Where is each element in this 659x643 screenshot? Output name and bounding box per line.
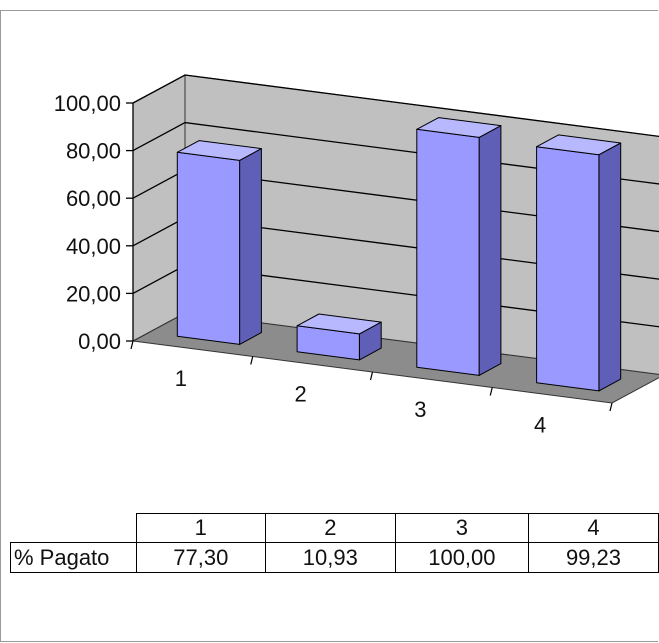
table-row-label: % Pagato xyxy=(10,542,137,573)
x-tick-label: 2 xyxy=(295,381,307,406)
table-corner-cell xyxy=(10,513,137,543)
x-tick xyxy=(609,402,613,412)
bar-top-face xyxy=(296,313,382,335)
bar-side-face xyxy=(239,148,262,345)
table-header-cell: 1 xyxy=(135,513,266,543)
x-tick-label: 3 xyxy=(414,397,426,422)
x-tick xyxy=(130,340,134,350)
bar-front-face xyxy=(176,151,241,345)
x-tick-label: 4 xyxy=(534,412,546,437)
bar-3 xyxy=(416,117,502,376)
table-header-cell: 2 xyxy=(264,513,396,543)
x-tick xyxy=(489,387,493,396)
y-tick-label: 40,00 xyxy=(66,234,121,259)
bar-top-face xyxy=(416,117,502,138)
table-cell: 100,00 xyxy=(394,542,529,573)
gridline xyxy=(132,121,659,185)
x-tick-label: 1 xyxy=(175,366,187,391)
y-tick-label: 20,00 xyxy=(66,281,121,306)
bar-side-face xyxy=(598,142,622,392)
bar-side-face xyxy=(478,125,502,376)
table-cell: 10,93 xyxy=(264,542,396,573)
y-tick-label: 100,00 xyxy=(54,91,121,116)
bar-top-face xyxy=(176,140,262,161)
bar-4 xyxy=(536,134,622,392)
bar-front-face xyxy=(416,128,480,376)
gridline xyxy=(132,74,659,138)
table-cell: 77,30 xyxy=(135,542,266,573)
bar-top-face xyxy=(536,134,622,156)
bar-1 xyxy=(176,140,262,345)
bar-2 xyxy=(296,313,382,361)
table-header-cell: 3 xyxy=(394,513,529,543)
x-tick xyxy=(369,371,374,381)
y-tick-label: 60,00 xyxy=(66,186,121,211)
y-tick-label: 80,00 xyxy=(66,139,121,164)
table-cell: 99,23 xyxy=(527,542,659,573)
table-row: % Pagato 77,30 10,93 100,00 99,23 xyxy=(10,542,659,573)
data-table: 1 2 3 4 % Pagato 77,30 10,93 100,00 99,2… xyxy=(10,513,659,573)
table-header-cell: 4 xyxy=(527,513,659,543)
x-tick xyxy=(250,356,254,365)
y-tick-label: 0,00 xyxy=(78,329,121,354)
bar-front-face xyxy=(536,146,600,392)
table-header-row: 1 2 3 4 xyxy=(10,513,659,543)
